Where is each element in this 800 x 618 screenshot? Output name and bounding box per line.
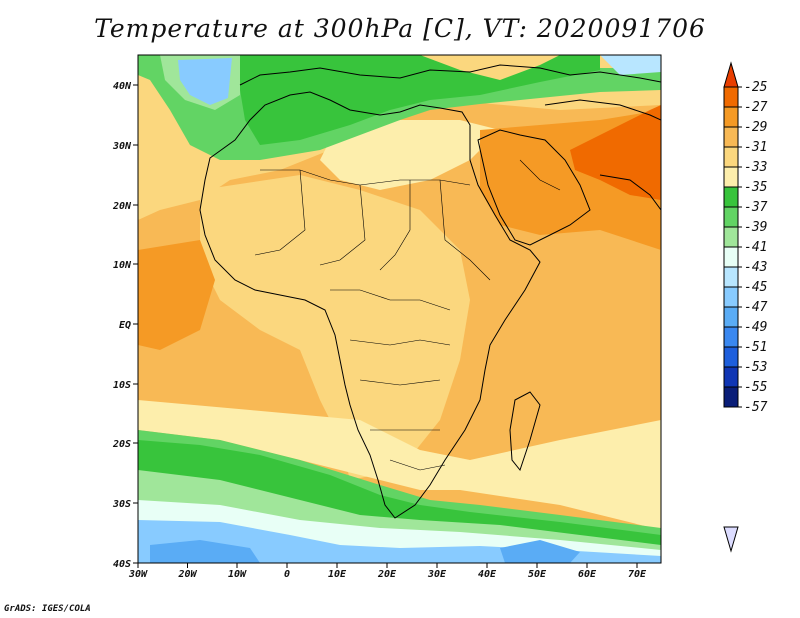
colorbar-label: -31 xyxy=(744,140,767,155)
colorbar-label: -49 xyxy=(744,320,767,335)
colorbar-label: -41 xyxy=(744,240,767,255)
colorbar-cell xyxy=(723,186,739,208)
map-frame xyxy=(137,54,662,564)
colorbar-cell xyxy=(723,326,739,348)
colorbar-labels: -25 -27 -29 -31 -33 -35 -37 -39 -41 -43 -45 -47 -49 -… xyxy=(738,80,768,415)
colorbar-cell xyxy=(723,86,739,108)
lon-label: 20E xyxy=(377,569,397,580)
lon-label: 50E xyxy=(528,569,547,580)
field-49-southwest xyxy=(150,540,260,563)
arabia-coast xyxy=(477,129,591,246)
coastlines xyxy=(199,64,661,519)
lon-label: 30W xyxy=(128,569,148,580)
colorbar-bottom-arrow xyxy=(723,526,739,553)
colorbar-cell xyxy=(723,226,739,248)
colorbar-label: -35 xyxy=(744,180,768,195)
colorbar xyxy=(723,61,739,553)
longitude-labels: 30W 20W 10W 0 10E 20E 30E 40E 50E 60E 70… xyxy=(128,569,647,580)
lon-label: 20W xyxy=(177,569,197,580)
field-35-south xyxy=(138,400,661,530)
colorbar-label: -51 xyxy=(744,340,767,355)
lon-label: 10E xyxy=(328,569,347,580)
colorbar-label: -29 xyxy=(744,120,767,135)
colorbar-label: -45 xyxy=(744,280,768,295)
lat-label: 20S xyxy=(112,439,131,450)
africa-coast xyxy=(199,91,541,519)
colorbar-label: -27 xyxy=(744,100,768,115)
colorbar-cell xyxy=(723,306,739,328)
colorbar-label: -43 xyxy=(744,260,767,275)
madagascar-coast xyxy=(509,391,541,472)
colorbar-cell xyxy=(723,106,739,128)
colorbar-cell xyxy=(723,166,739,188)
lat-label: 20N xyxy=(112,201,132,212)
colorbar-label: -57 xyxy=(744,400,768,415)
field-35-sahara xyxy=(320,120,500,190)
colorbar-top-arrow xyxy=(723,61,739,88)
lat-label: 30N xyxy=(112,141,132,152)
lat-label: 40N xyxy=(113,81,132,92)
lon-label: 60E xyxy=(578,569,597,580)
asia-coast xyxy=(544,99,661,121)
europe-coast xyxy=(239,64,661,86)
lat-label: 30S xyxy=(112,499,131,510)
lon-label: 70E xyxy=(628,569,647,580)
field-43-northeast xyxy=(600,55,661,75)
colorbar-cell xyxy=(723,266,739,288)
colorbar-cell xyxy=(723,346,739,368)
colorbar-cell xyxy=(723,286,739,308)
colorbar-cell xyxy=(723,206,739,228)
lon-label: 0 xyxy=(284,569,290,580)
borders xyxy=(254,159,561,471)
temperature-field xyxy=(138,55,661,563)
latitude-labels: 40N 30N 20N 10N EQ 10S 20S 30S 40S xyxy=(112,81,132,570)
colorbar-cell xyxy=(723,366,739,388)
lon-label: 40E xyxy=(478,569,497,580)
colorbar-label: -53 xyxy=(744,360,767,375)
field-27-hotspot xyxy=(570,105,661,200)
india-coast xyxy=(599,174,661,211)
map-title: Temperature at 300hPa [C], VT: 202009170… xyxy=(94,14,706,43)
colorbar-label: -33 xyxy=(744,160,767,175)
colorbar-cell xyxy=(723,126,739,148)
colorbar-label: -37 xyxy=(744,200,768,215)
colorbar-label: -55 xyxy=(744,380,768,395)
lat-label: 10N xyxy=(113,260,132,271)
lat-label: EQ xyxy=(119,320,131,331)
colorbar-label: -39 xyxy=(744,220,767,235)
colorbar-cell xyxy=(723,386,739,408)
field-37-north xyxy=(240,55,600,145)
lon-label: 10W xyxy=(228,569,247,580)
field-33-central xyxy=(200,175,470,480)
lon-label: 30E xyxy=(427,569,447,580)
colorbar-label: -47 xyxy=(744,300,768,315)
colorbar-label: -25 xyxy=(744,80,768,95)
field-29-atlantic xyxy=(138,240,215,350)
axis-ticks xyxy=(133,84,638,568)
credit-text: GrADS: IGES/COLA xyxy=(4,604,91,614)
lat-label: 10S xyxy=(113,380,131,391)
colorbar-cell xyxy=(723,246,739,268)
field-49-southeast xyxy=(500,540,580,563)
lat-label: 40S xyxy=(113,559,131,570)
colorbar-cell xyxy=(723,146,739,168)
field-47-north xyxy=(178,58,232,105)
